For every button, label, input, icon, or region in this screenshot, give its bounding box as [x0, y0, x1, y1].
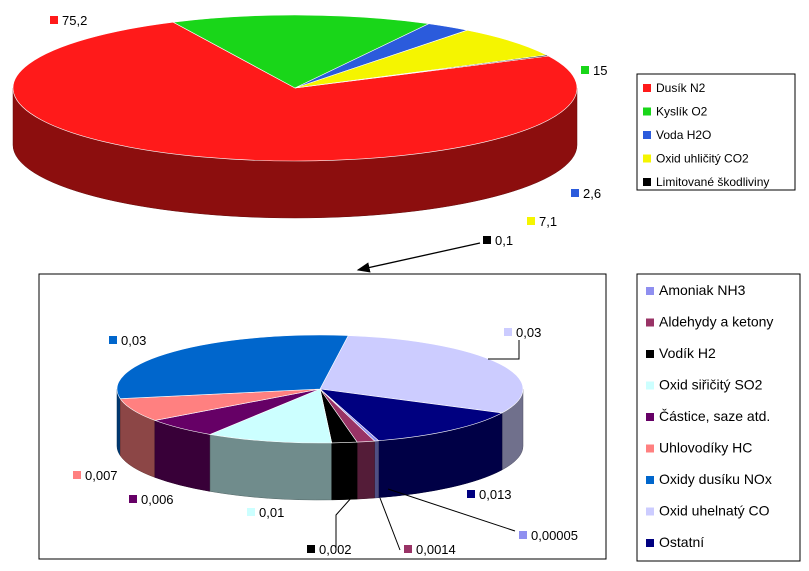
detail-legend-swatch-ostatni	[646, 539, 654, 547]
composition-legend-swatch-kyslik-o2	[643, 107, 651, 116]
detail-leader-vodik-h2	[335, 496, 353, 550]
detail-label-key-vodik-h2	[307, 545, 315, 553]
detail-leader-amoniak-nh3	[387, 488, 516, 532]
detail-slice-side-amoniak-nh3	[374, 440, 379, 499]
detail-leader-aldehydy-a-ketony	[379, 497, 401, 551]
detail-label-key-oxid-siricity-so2	[247, 508, 255, 516]
detail-connector-arrow	[356, 242, 481, 273]
detail-data-label-uhlovodiky-hc: 0,007	[85, 468, 118, 483]
composition-data-label-oxid-uhlicity-co2: 7,1	[539, 214, 557, 229]
detail-legend-box	[636, 273, 801, 562]
composition-legend-label-kyslik-o2: Kyslík O2	[656, 105, 708, 119]
detail-data-label-amoniak-nh3: 0,00005	[531, 528, 578, 543]
detail-legend-label-amoniak-nh3: Amoniak NH3	[659, 282, 746, 298]
detail-data-label-oxid-siricity-so2: 0,01	[259, 505, 284, 520]
detail-legend-label-aldehydy-a-ketony: Aldehydy a ketony	[659, 314, 773, 330]
composition-label-key-voda-h2o	[571, 189, 579, 197]
composition-label-key-limitovane-skodliviny	[483, 236, 491, 244]
detail-pie-3d	[116, 334, 524, 501]
composition-legend-swatch-limitovane-skodliviny	[643, 178, 651, 186]
detail-slice-oxid-siricity-so2	[209, 388, 333, 444]
composition-legend-label-limitovane-skodliviny: Limitované škodliviny	[656, 175, 769, 189]
composition-legend-label-voda-h2o: Voda H2O	[656, 128, 711, 142]
composition-slice-kyslik-o2	[172, 14, 430, 89]
composition-legend-swatch-voda-h2o	[643, 131, 651, 139]
detail-legend-swatch-castice-saze-atd	[646, 413, 654, 421]
composition-label-key-kyslik-o2	[581, 66, 589, 74]
detail-legend-swatch-oxid-uhelnaty-co	[646, 507, 654, 516]
detail-legend-swatch-uhlovodiky-hc	[646, 444, 654, 453]
detail-label-key-ostatni	[467, 490, 475, 498]
detail-slice-oxidy-dusiku-nox	[116, 334, 349, 399]
composition-data-label-dusik-n2: 75,2	[62, 13, 87, 28]
detail-data-label-ostatni: 0,013	[479, 487, 512, 502]
composition-data-label-voda-h2o: 2,6	[583, 186, 601, 201]
composition-legend-swatch-oxid-uhlicity-co2	[643, 154, 651, 163]
detail-data-label-castice-saze-atd: 0,006	[141, 492, 174, 507]
detail-label-key-uhlovodiky-hc	[73, 471, 81, 479]
detail-legend-label-oxid-uhelnaty-co: Oxid uhelnatý CO	[659, 503, 770, 519]
composition-legend-label-oxid-uhlicity-co2: Oxid uhličitý CO2	[656, 152, 749, 166]
detail-legend-swatch-oxid-siricity-so2	[646, 381, 654, 390]
detail-slice-oxid-uhelnaty-co	[319, 335, 524, 414]
detail-slice-side-vodik-h2	[331, 441, 358, 501]
composition-data-label-kyslik-o2: 15	[593, 63, 607, 78]
composition-label-key-oxid-uhlicity-co2	[527, 217, 535, 225]
composition-label-key-dusik-n2	[50, 16, 58, 24]
detail-legend-label-oxid-siricity-so2: Oxid siřičitý SO2	[659, 377, 763, 393]
detail-slice-ostatni	[319, 388, 503, 442]
detail-label-key-amoniak-nh3	[519, 531, 527, 539]
detail-label-key-aldehydy-a-ketony	[404, 545, 412, 553]
composition-slice-limitovane-skodliviny	[294, 54, 550, 89]
composition-legend: Dusík N2 Kyslík O2 Voda H2O Oxid uhličitý C…	[636, 73, 796, 191]
detail-legend-swatch-vodik-h2	[646, 350, 654, 358]
detail-legend-label-castice-saze-atd: Částice, saze atd.	[659, 408, 770, 424]
detail-slice-side-aldehydy-a-ketony	[356, 440, 375, 500]
composition-data-label-limitovane-skodliviny: 0,1	[495, 233, 513, 248]
detail-legend: Amoniak NH3 Aldehydy a ketony Vodík H2 Oxid…	[636, 273, 801, 562]
detail-data-label-aldehydy-a-ketony: 0,0014	[416, 542, 456, 557]
detail-legend-label-vodik-h2: Vodík H2	[659, 345, 716, 361]
detail-legend-swatch-aldehydy-a-ketony	[646, 318, 654, 327]
composition-data-labels: 75,2 15 2,6 7,1 0,1	[50, 13, 607, 248]
detail-slice-side-oxid-siricity-so2	[209, 434, 332, 501]
detail-label-key-oxid-uhelnaty-co	[504, 328, 512, 336]
composition-pie-3d	[12, 14, 578, 219]
detail-legend-label-oxidy-dusiku-nox: Oxidy dusíku NOx	[659, 471, 772, 487]
composition-slice-oxid-uhlicity-co2	[294, 29, 548, 89]
detail-label-key-castice-saze-atd	[129, 495, 137, 503]
detail-data-label-oxidy-dusiku-nox: 0,03	[121, 333, 146, 348]
detail-slice-side-oxidy-dusiku-nox	[116, 388, 121, 457]
composition-legend-box	[636, 73, 796, 191]
detail-legend-label-uhlovodiky-hc: Uhlovodíky HC	[659, 440, 752, 456]
detail-legend-swatch-amoniak-nh3	[646, 287, 654, 295]
detail-legend-swatch-oxidy-dusiku-nox	[646, 476, 654, 484]
detail-leader-oxid-uhelnaty-co	[488, 340, 520, 360]
detail-label-key-oxidy-dusiku-nox	[109, 336, 117, 344]
composition-legend-swatch-dusik-n2	[643, 84, 651, 92]
detail-legend-label-ostatni: Ostatní	[659, 534, 704, 550]
composition-slice-dusik-n2	[12, 21, 578, 162]
detail-data-label-oxid-uhelnaty-co: 0,03	[516, 325, 541, 340]
detail-data-label-vodik-h2: 0,002	[319, 542, 352, 557]
composition-legend-label-dusik-n2: Dusík N2	[656, 81, 706, 95]
detail-data-labels: 0,00005 0,0014 0,002 0,01 0,006 0,007 0,03 0,03…	[73, 325, 578, 557]
